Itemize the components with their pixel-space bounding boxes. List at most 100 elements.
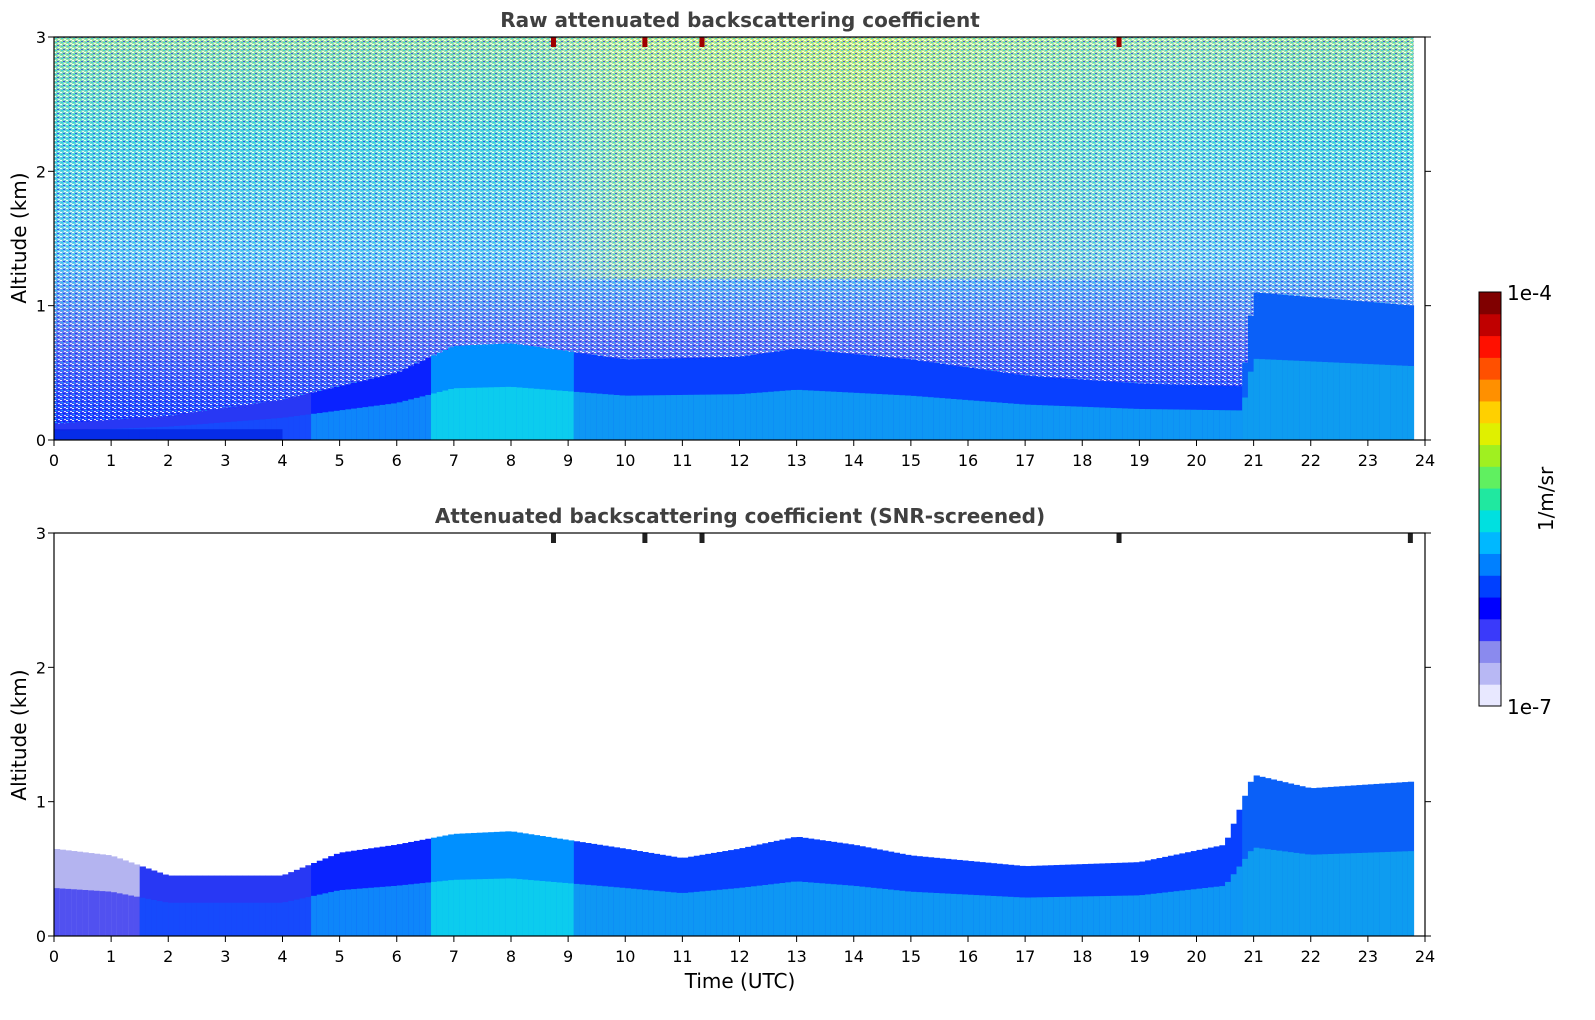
- bl-column-low: [511, 387, 518, 440]
- bl-column-low: [1007, 403, 1015, 440]
- bl-column-low: [785, 882, 792, 936]
- y-tick-label: 1: [36, 793, 46, 812]
- bl-column-low: [322, 412, 329, 440]
- bl-column-low: [1167, 409, 1175, 440]
- bl-column-low: [842, 885, 849, 936]
- bl-column-low: [808, 882, 815, 936]
- bl-column-low: [813, 390, 820, 440]
- bl-column-low: [905, 395, 912, 440]
- bl-column-low: [116, 893, 124, 936]
- bl-column-low: [785, 390, 792, 440]
- bl-column-low: [659, 395, 666, 440]
- bl-column-low: [419, 883, 426, 936]
- bl-column-low: [1133, 408, 1140, 440]
- bl-column-low: [1133, 895, 1140, 936]
- bl-column-low: [1390, 851, 1397, 936]
- bl-column-low: [379, 886, 386, 936]
- colorbar-step: [1479, 422, 1501, 446]
- bl-column-low: [1145, 894, 1152, 936]
- saturated-spike: [550, 37, 556, 47]
- bl-column-low: [556, 882, 563, 936]
- bl-column-low: [1327, 854, 1335, 936]
- bl-column-low: [442, 880, 449, 936]
- bl-column-low: [448, 389, 455, 440]
- bl-column-low: [1230, 410, 1237, 440]
- saturated-spike: [642, 533, 648, 543]
- bl-column-low: [1122, 408, 1129, 440]
- bl-column-low: [419, 396, 426, 440]
- bl-column-low: [813, 882, 820, 936]
- bl-column-low: [225, 902, 232, 936]
- bl-column-low: [276, 418, 283, 440]
- colorbar-step: [1479, 553, 1501, 576]
- bl-column-low: [1030, 897, 1038, 936]
- bl-column-low: [882, 394, 889, 440]
- bl-column-low: [373, 887, 381, 936]
- colorbar-step: [1479, 575, 1501, 598]
- x-tick-label: 14: [844, 947, 864, 966]
- bl-column-low: [1156, 893, 1163, 936]
- bl-column-low: [739, 887, 746, 936]
- bl-column-low: [293, 415, 301, 440]
- bl-column-low: [910, 891, 918, 936]
- bl-column-low: [396, 402, 403, 440]
- bl-column-low: [1293, 852, 1300, 936]
- bl-column-low: [351, 408, 358, 440]
- colorbar-step: [1479, 531, 1501, 554]
- bl-column-low: [1042, 897, 1049, 936]
- bl-column-low: [613, 395, 621, 440]
- x-tick-label: 22: [1301, 451, 1321, 470]
- bl-column-low: [962, 894, 969, 936]
- x-tick-label: 14: [844, 451, 864, 470]
- bl-column-low: [1236, 410, 1243, 440]
- bl-column-low: [882, 889, 889, 936]
- x-tick-label: 23: [1358, 451, 1378, 470]
- bl-column-low: [1299, 853, 1306, 936]
- bl-column-low: [1287, 852, 1295, 936]
- bl-column-low: [265, 902, 272, 936]
- x-tick-label: 10: [615, 947, 635, 966]
- bl-column-low: [996, 402, 1003, 440]
- bl-column-low: [568, 883, 575, 936]
- bl-column-low: [328, 892, 335, 936]
- bl-column-low: [431, 881, 438, 936]
- raw-panel-title: Raw attenuated backscattering coefficien…: [500, 8, 980, 32]
- bl-column-low: [1305, 361, 1312, 440]
- bl-column-low: [236, 902, 244, 936]
- bl-column-low: [665, 395, 672, 440]
- bl-column-low: [408, 884, 415, 936]
- bl-column-low: [945, 893, 952, 936]
- bl-column-low: [1150, 893, 1158, 936]
- bl-column-low: [391, 885, 398, 936]
- bl-column-low: [808, 390, 815, 440]
- bl-column-low: [1345, 853, 1352, 936]
- bl-column-low: [973, 895, 980, 936]
- bl-column-low: [1087, 407, 1095, 440]
- bl-column-low: [505, 878, 512, 936]
- x-tick-label: 6: [392, 947, 402, 966]
- bl-column-low: [1059, 405, 1066, 440]
- bl-column-low: [1110, 895, 1118, 936]
- bl-column-low: [288, 900, 295, 936]
- bl-column-low: [179, 902, 186, 936]
- bl-column-low: [1127, 895, 1135, 936]
- bl-column-low: [539, 881, 546, 936]
- bl-column-low: [596, 885, 603, 936]
- bl-column-low: [1082, 896, 1089, 936]
- bl-column-low: [99, 891, 106, 936]
- x-tick-label: 3: [220, 451, 230, 470]
- bl-column-low: [362, 888, 369, 936]
- x-tick-label: 6: [392, 451, 402, 470]
- bl-column-low: [482, 879, 489, 936]
- bl-column-low: [1156, 409, 1163, 440]
- x-tick-label: 17: [1015, 947, 1035, 966]
- bl-column-low: [876, 888, 883, 936]
- bl-column-low: [453, 879, 461, 936]
- bl-column-low: [459, 388, 466, 440]
- bl-column-low: [488, 878, 495, 936]
- bl-column-low: [1373, 852, 1380, 936]
- bl-column-low: [939, 398, 946, 440]
- bl-column-low: [973, 400, 980, 440]
- colorbar-step: [1479, 509, 1501, 533]
- bl-column-low: [1259, 359, 1266, 440]
